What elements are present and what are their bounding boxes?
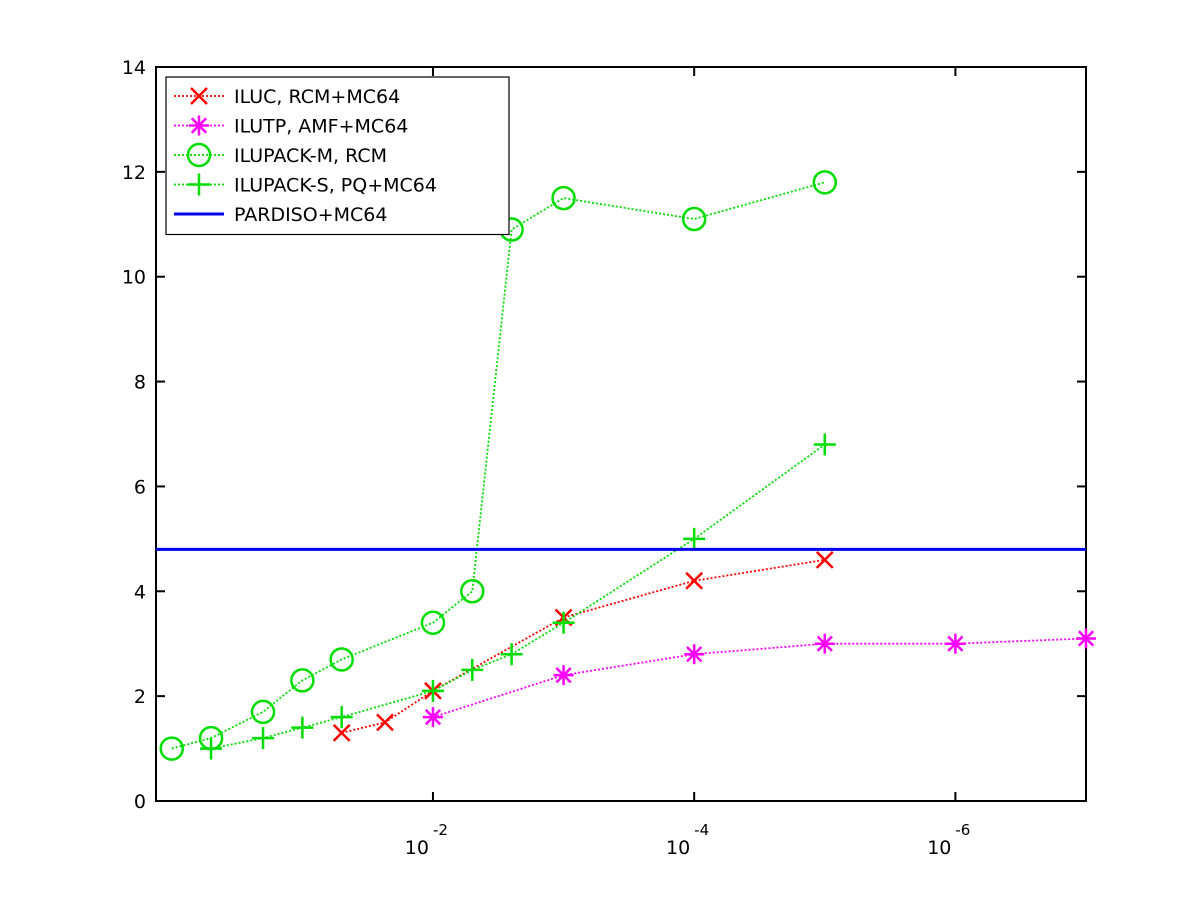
legend: ILUC, RCM+MC64 ILUTP, AMF+MC64 ILUPACK-M, …	[165, 76, 510, 236]
series-line-iluc-rcm-mc64	[341, 558, 825, 734]
data-point-ilupack-s-pq-mc64	[252, 727, 275, 750]
x-tick-label-exponent: -4	[694, 821, 709, 839]
x-tick-label-base: 10	[927, 837, 951, 859]
data-point-ilupack-m-rcm	[329, 647, 354, 672]
data-point-iluc-rcm-mc64	[815, 550, 834, 569]
series-line-ilupack-s-pq-mc64	[210, 443, 826, 750]
legend-swatch-marker	[188, 173, 210, 196]
data-point-ilutp-amf-mc64	[684, 644, 705, 665]
series-line-ilutp-amf-mc64	[432, 637, 1087, 718]
legend-swatch-marker	[190, 87, 208, 105]
legend-label: ILUTP, AMF+MC64	[234, 116, 408, 138]
data-point-ilupack-m-rcm	[812, 170, 838, 195]
data-point-ilupack-s-pq-mc64	[330, 706, 353, 729]
data-point-ilupack-s-pq-mc64	[421, 679, 444, 702]
x-tick-label-base: 10	[666, 837, 690, 859]
legend-entry-ilutp-amf-mc64: ILUTP, AMF+MC64	[174, 115, 408, 138]
data-point-ilupack-m-rcm	[551, 185, 576, 211]
y-tick-label: 8	[134, 372, 146, 394]
x-tick-label-exponent: -6	[955, 821, 970, 839]
series-line-ilupack-m-rcm	[171, 181, 826, 750]
legend-label: ILUPACK-S, PQ+MC64	[234, 175, 437, 197]
y-tick-label: 0	[134, 791, 146, 813]
legend-entry-iluc-rcm-mc64: ILUC, RCM+MC64	[174, 86, 400, 108]
legend-entry-ilupack-s-pq-mc64: ILUPACK-S, PQ+MC64	[174, 173, 437, 197]
data-point-ilupack-s-pq-mc64	[813, 433, 836, 456]
data-point-iluc-rcm-mc64	[685, 571, 704, 590]
y-tick-label: 2	[134, 686, 146, 708]
series-ilutp-amf-mc64	[422, 628, 1096, 728]
data-point-ilutp-amf-mc64	[1076, 628, 1096, 649]
legend-swatch-marker	[186, 142, 212, 168]
series-ilupack-m-rcm	[159, 170, 838, 761]
data-point-ilupack-s-pq-mc64	[461, 658, 484, 681]
data-point-ilupack-m-rcm	[460, 579, 485, 604]
data-point-ilupack-m-rcm	[250, 699, 276, 725]
plot-area-frame	[155, 66, 1087, 802]
data-point-iluc-rcm-mc64	[332, 723, 351, 742]
series-layer	[156, 170, 1096, 761]
data-point-ilupack-m-rcm	[159, 736, 184, 761]
data-point-ilupack-s-pq-mc64	[500, 643, 523, 666]
data-point-ilutp-amf-mc64	[814, 633, 835, 654]
data-point-iluc-rcm-mc64	[376, 713, 394, 732]
y-tick-label: 12	[122, 162, 146, 184]
legend-label: PARDISO+MC64	[234, 204, 387, 226]
x-tick-label-base: 10	[405, 837, 429, 859]
data-point-ilutp-amf-mc64	[422, 707, 443, 728]
data-point-ilupack-s-pq-mc64	[200, 737, 223, 760]
data-point-ilupack-s-pq-mc64	[552, 611, 575, 634]
data-point-ilupack-s-pq-mc64	[683, 527, 706, 550]
y-tick-label: 6	[134, 476, 146, 498]
data-point-ilupack-s-pq-mc64	[291, 716, 314, 739]
y-tick-label: 10	[122, 267, 146, 289]
data-point-ilutp-amf-mc64	[553, 665, 574, 686]
data-point-ilupack-m-rcm	[420, 610, 446, 635]
legend-swatch-marker	[189, 115, 209, 136]
series-iluc-rcm-mc64	[332, 550, 834, 742]
data-point-ilupack-m-rcm	[290, 668, 315, 693]
x-tick-label-exponent: -2	[433, 821, 448, 839]
y-tick-label: 4	[134, 581, 146, 603]
legend-label: ILUPACK-M, RCM	[234, 145, 387, 167]
legend-entry-pardiso-mc64: PARDISO+MC64	[174, 204, 387, 226]
data-point-ilupack-m-rcm	[681, 206, 707, 232]
legend-label: ILUC, RCM+MC64	[234, 86, 400, 108]
y-tick-label: 14	[122, 57, 146, 79]
series-ilupack-s-pq-mc64	[200, 433, 836, 760]
legend-entry-ilupack-m-rcm: ILUPACK-M, RCM	[174, 142, 387, 168]
data-point-ilutp-amf-mc64	[945, 633, 966, 654]
